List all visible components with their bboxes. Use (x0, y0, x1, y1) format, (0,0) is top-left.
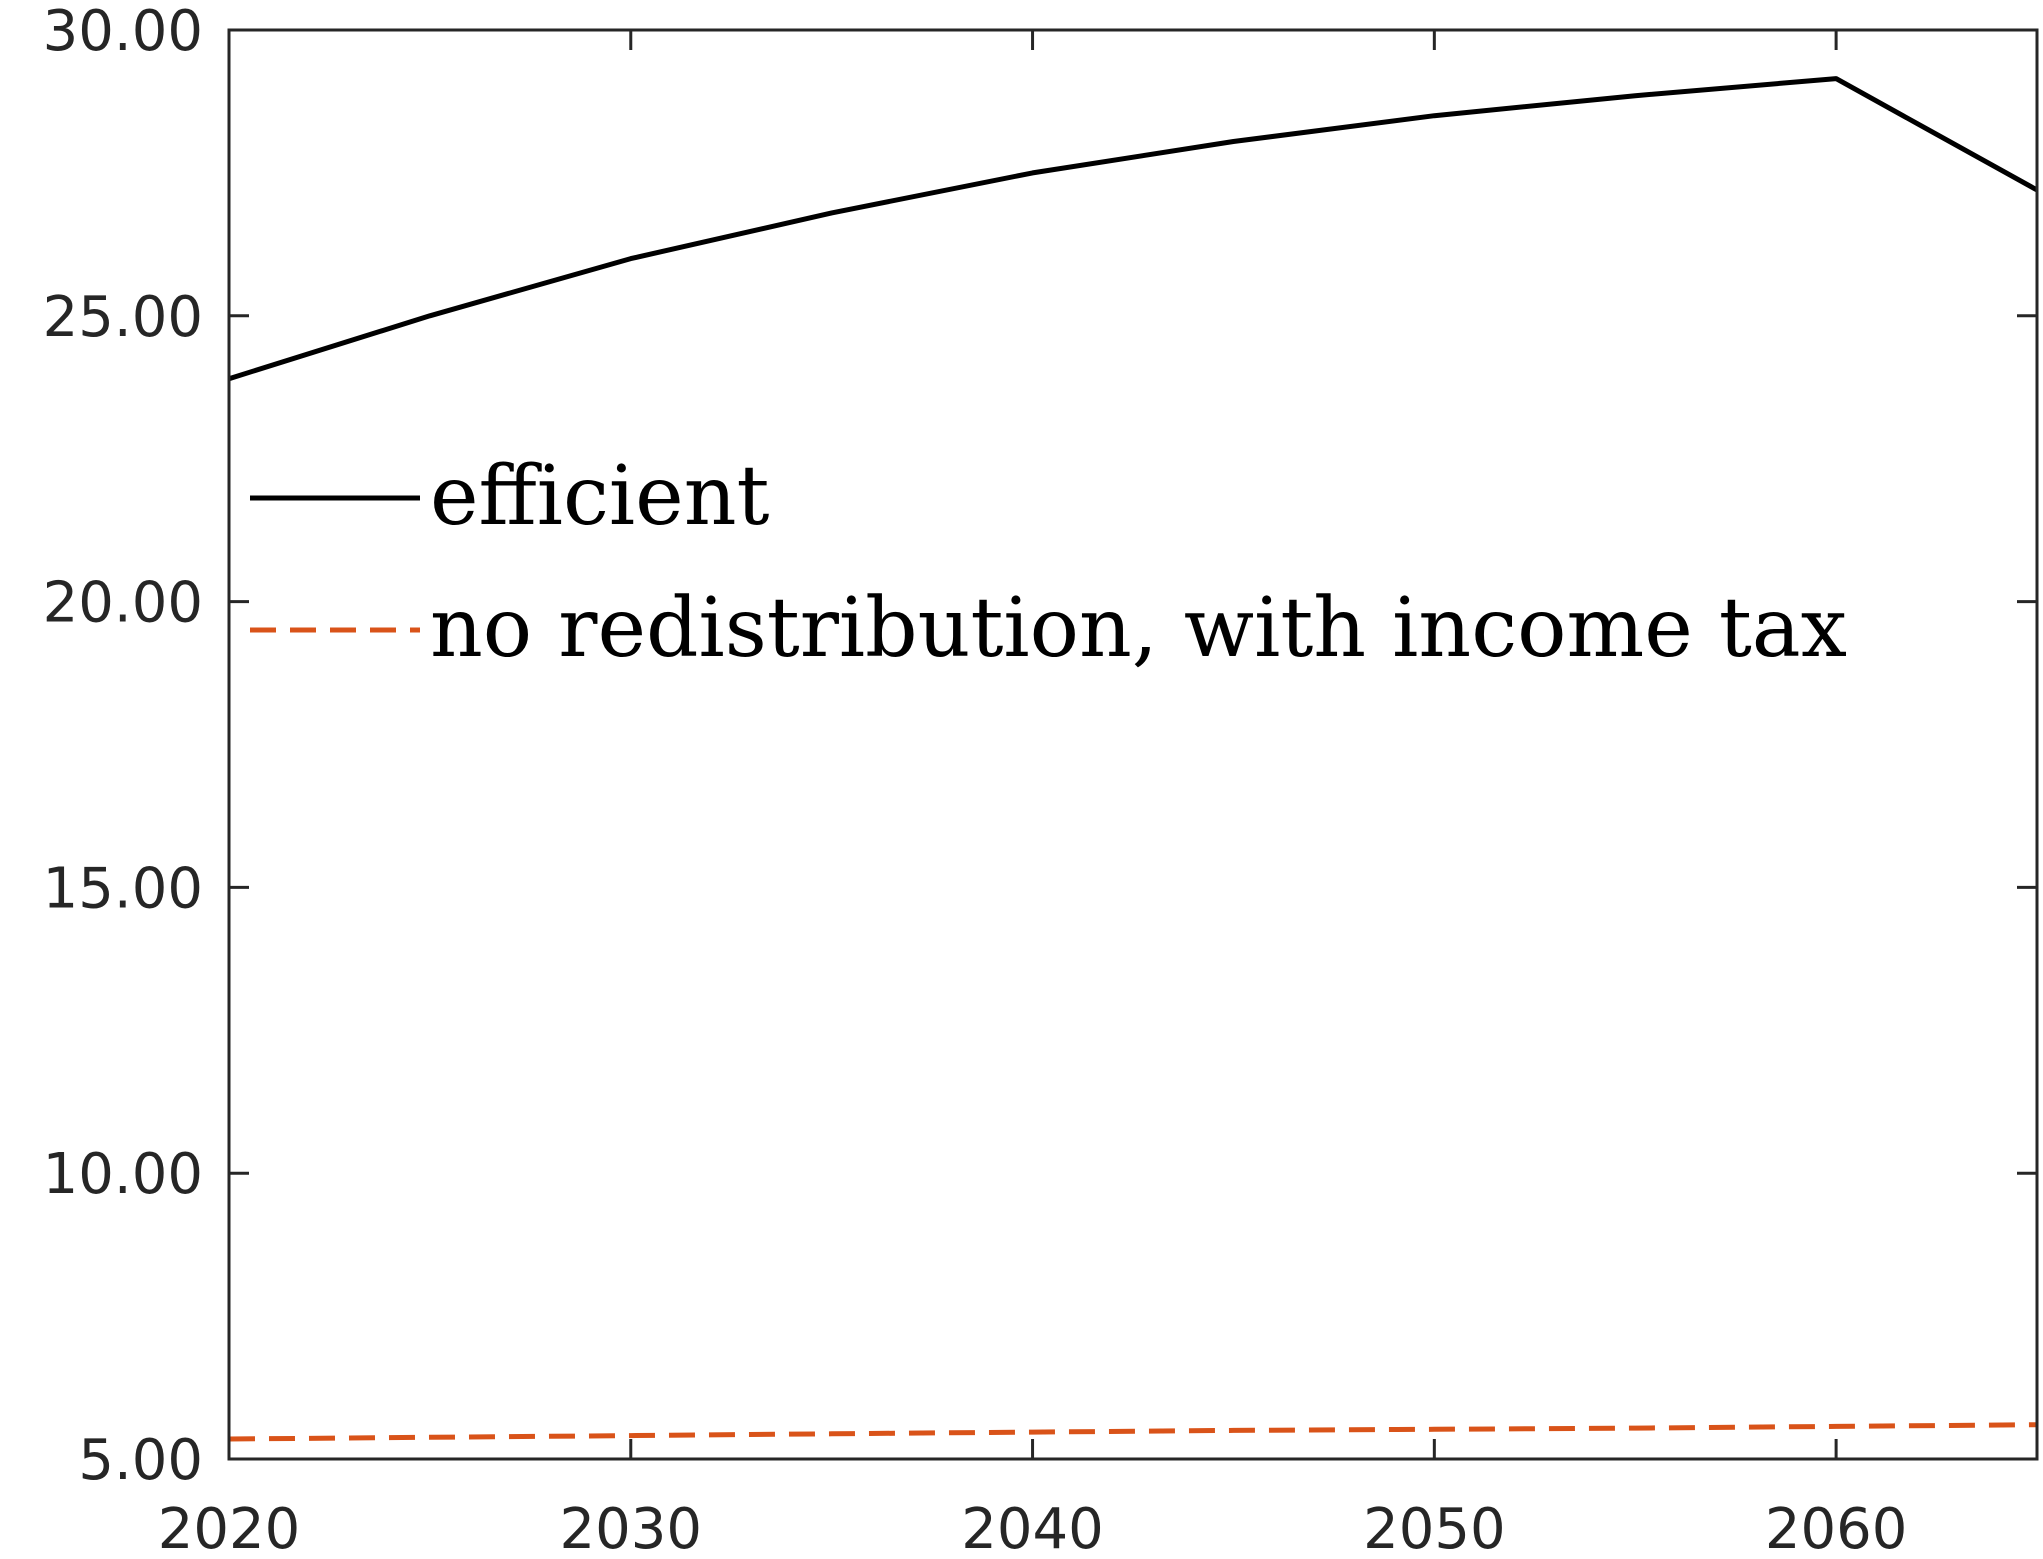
legend-label-no-redistribution: no redistribution, with income tax (430, 581, 1847, 676)
series-layer (228, 76, 2039, 1442)
y-tick-label: 10.00 (43, 1142, 203, 1207)
y-tick-label: 15.00 (43, 856, 203, 921)
x-tick-label: 2060 (1765, 1497, 1908, 1554)
y-tick-label: 25.00 (43, 285, 203, 350)
x-tick-label: 2020 (158, 1497, 301, 1554)
legend-label-efficient: efficient (430, 449, 769, 544)
ticks-layer (227, 28, 2037, 1461)
legend: efficient no redistribution, with income … (250, 449, 1847, 676)
series-line-efficient (228, 76, 2039, 382)
x-tick-labels: 2020 2030 2040 2050 2060 (158, 1497, 1908, 1559)
x-tick-label: 2050 (1363, 1497, 1506, 1554)
y-tick-label: 20.00 (43, 571, 203, 636)
y-tick-labels: 5.00 10.00 15.00 20.00 25.00 30.00 (43, 0, 203, 1493)
axes-box (227, 28, 2039, 1461)
y-tick-label: 30.00 (43, 0, 203, 64)
x-tick-label: 2030 (560, 1497, 703, 1554)
y-tick-label: 5.00 (78, 1428, 203, 1493)
x-tick-label: 2040 (961, 1497, 1104, 1554)
series-line-no-redistribution (228, 1422, 2038, 1442)
